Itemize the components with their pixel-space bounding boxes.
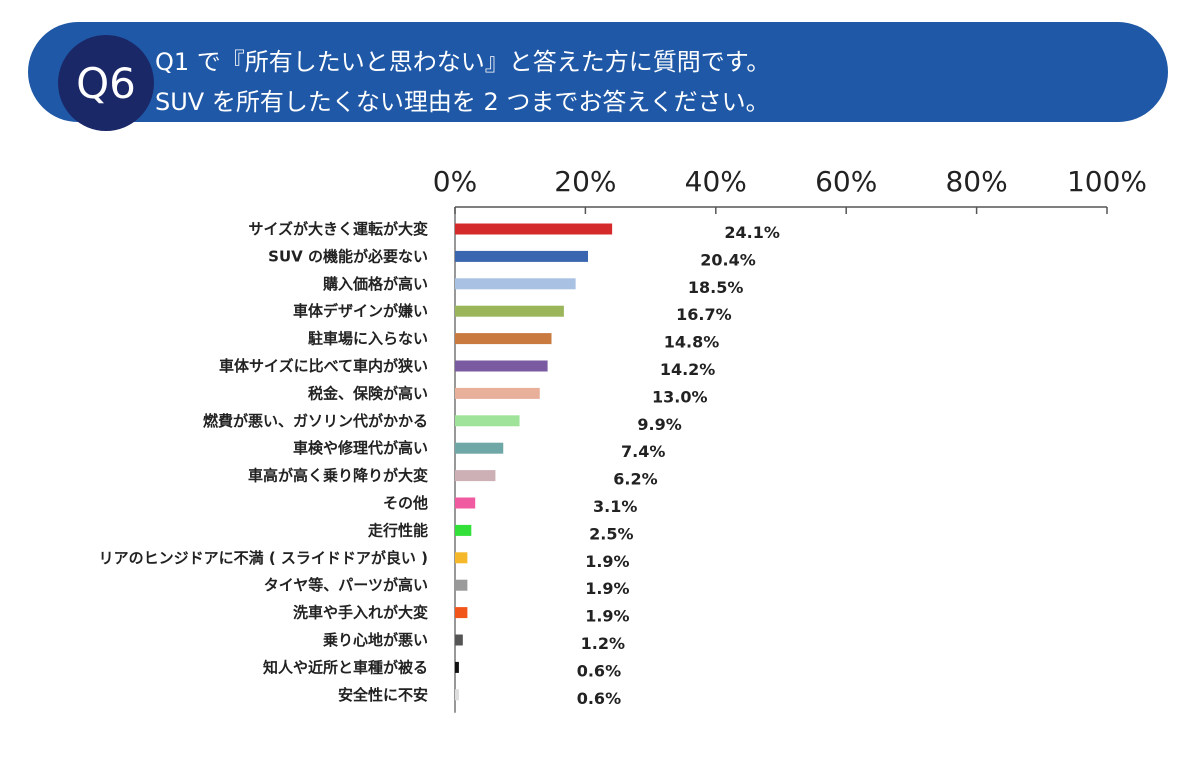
value-label: 1.9% — [585, 579, 629, 598]
category-label: 燃費が悪い、ガソリン代がかかる — [203, 412, 428, 430]
bar — [455, 333, 552, 345]
value-label: 6.2% — [613, 470, 657, 489]
category-label: 税金、保険が高い — [308, 384, 428, 402]
bar — [455, 689, 459, 701]
category-label: 洗車や手入れが大変 — [293, 604, 428, 622]
bar — [455, 305, 564, 317]
category-label: 走行性能 — [368, 521, 428, 539]
x-tick-label: 40% — [685, 165, 747, 198]
category-label: 車体デザインが嫌い — [293, 302, 428, 320]
bar — [455, 387, 540, 399]
x-tick-label: 20% — [554, 165, 616, 198]
value-label: 2.5% — [589, 524, 633, 543]
bar — [455, 442, 504, 454]
category-label: サイズが大きく運転が大変 — [248, 220, 428, 238]
value-label: 14.8% — [664, 333, 720, 352]
bar — [455, 661, 459, 673]
category-label: リアのヒンジドアに不満 ( スライドドアが良い ) — [99, 549, 428, 567]
value-label: 18.5% — [688, 278, 744, 297]
bar — [455, 524, 472, 536]
category-label: 知人や近所と車種が被る — [263, 658, 428, 676]
value-label: 1.9% — [585, 552, 629, 571]
value-label: 1.2% — [581, 634, 625, 653]
value-label: 0.6% — [577, 661, 621, 680]
value-label: 0.6% — [577, 689, 621, 708]
value-label: 24.1% — [724, 223, 780, 242]
x-tick-label: 100% — [1067, 165, 1147, 198]
bar — [455, 278, 576, 290]
value-label: 13.0% — [652, 387, 708, 406]
bar — [455, 223, 613, 235]
category-label: SUV の機能が必要ない — [268, 247, 428, 265]
value-label: 16.7% — [676, 305, 732, 324]
bar — [455, 470, 496, 482]
value-label: 20.4% — [700, 250, 756, 269]
bar — [455, 607, 468, 619]
bar — [455, 552, 468, 564]
value-label: 1.9% — [585, 607, 629, 626]
bar — [455, 579, 468, 591]
question-line-1: Q1 で『所有したいと思わない』と答えた方に質問です。 — [155, 48, 771, 76]
bar — [455, 415, 520, 427]
value-label: 7.4% — [621, 442, 665, 461]
category-label: タイヤ等、パーツが高い — [264, 576, 428, 594]
category-label: その他 — [383, 494, 428, 512]
category-label: 車検や修理代が高い — [293, 439, 428, 457]
category-label: 安全性に不安 — [338, 686, 428, 704]
value-label: 3.1% — [593, 497, 637, 516]
bar — [455, 497, 476, 509]
category-label: 購入価格が高い — [322, 275, 428, 293]
question-line-2: SUV を所有したくない理由を 2 つまでお答えください。 — [155, 88, 770, 116]
category-label: 乗り心地が悪い — [323, 631, 428, 649]
question-banner: Q6 — [28, 22, 1168, 131]
bar — [455, 634, 463, 646]
bar — [455, 360, 548, 372]
x-tick-label: 60% — [815, 165, 877, 198]
category-label: 駐車場に入らない — [308, 330, 428, 348]
x-tick-label: 80% — [945, 165, 1007, 198]
bar — [455, 250, 589, 262]
question-badge: Q6 — [58, 35, 154, 131]
value-label: 9.9% — [637, 415, 681, 434]
category-label: 車体サイズに比べて車内が狭い — [219, 357, 428, 375]
category-label: 車高が高く乗り降りが大変 — [248, 467, 428, 485]
value-label: 14.2% — [660, 360, 716, 379]
x-tick-label: 0% — [433, 165, 477, 198]
